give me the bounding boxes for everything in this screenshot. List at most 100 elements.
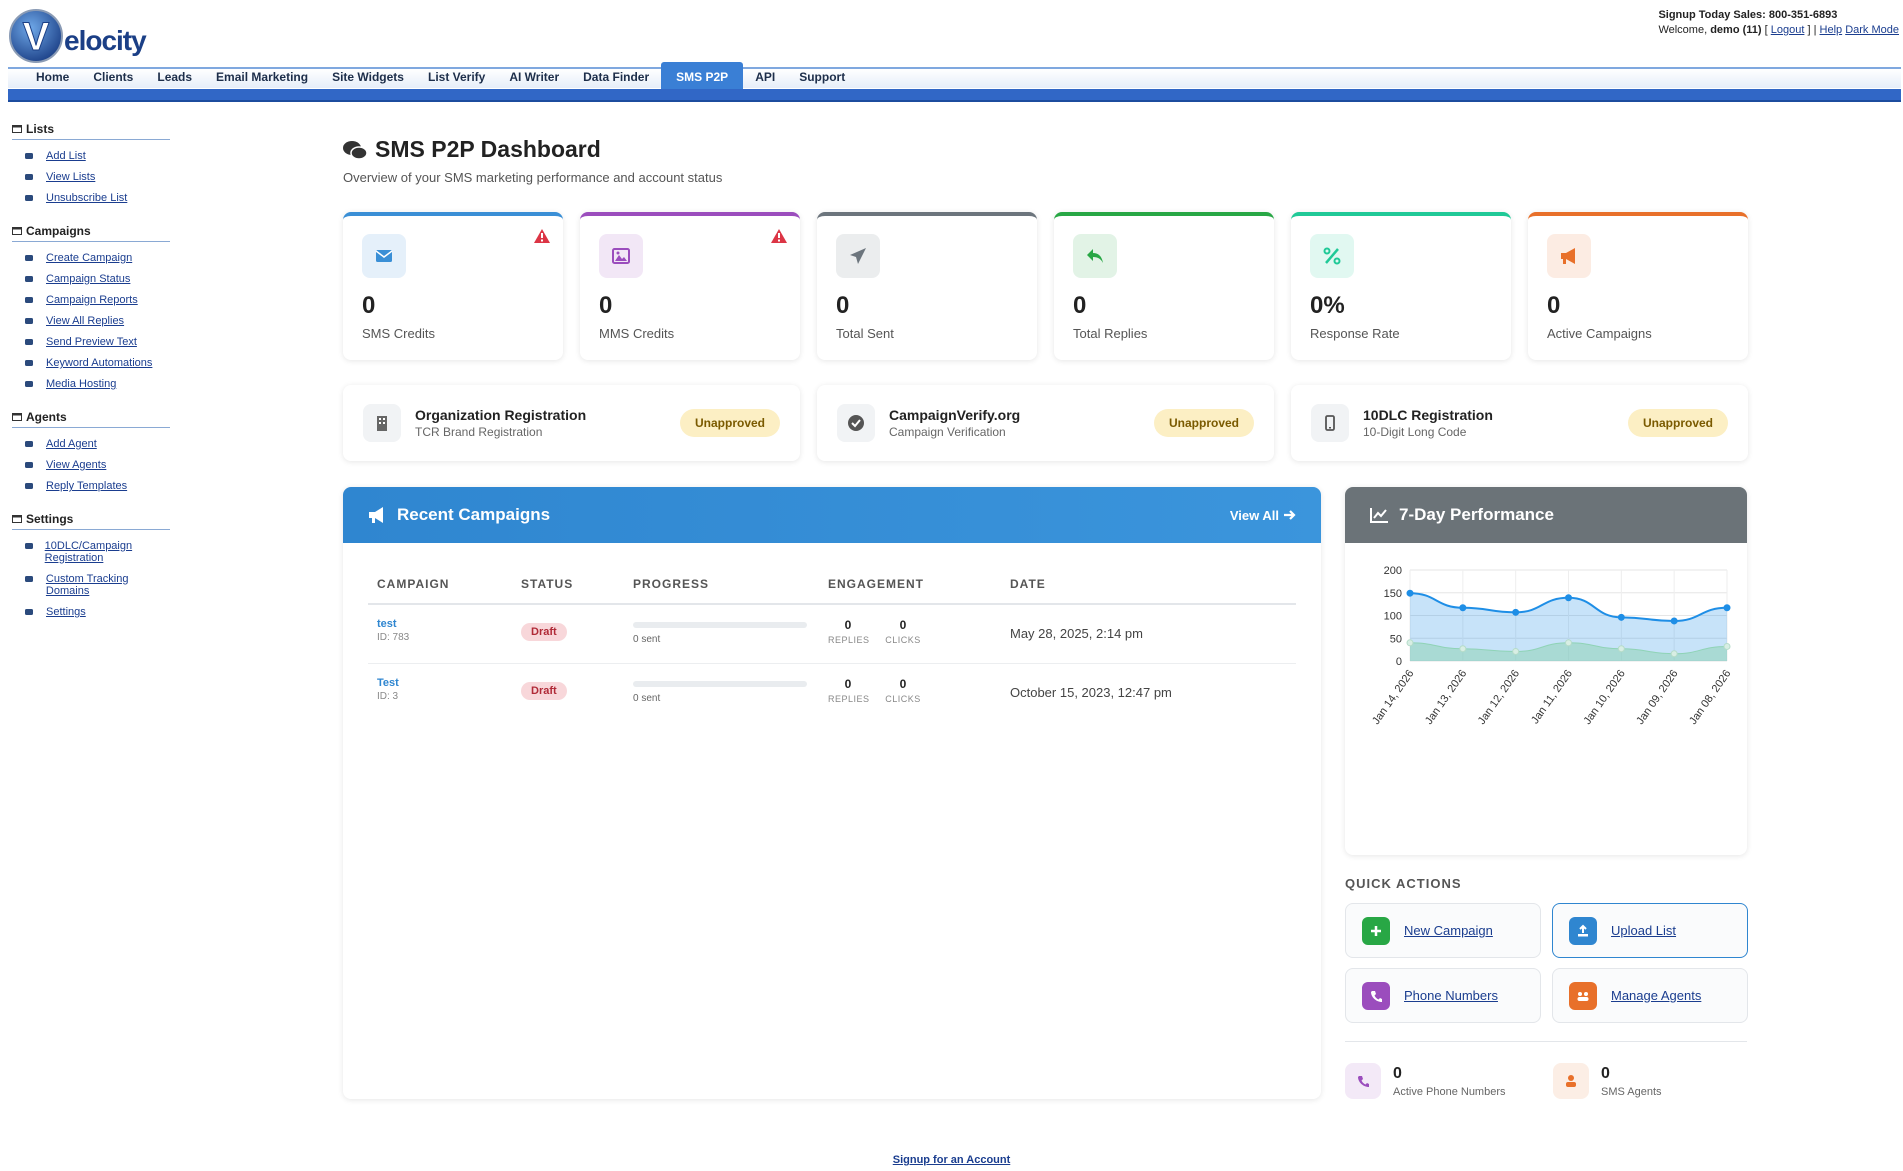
item-icon bbox=[25, 576, 33, 582]
item-icon bbox=[25, 381, 33, 387]
nav-item[interactable]: Leads bbox=[157, 70, 193, 84]
panel-header: Recent Campaigns View All bbox=[343, 487, 1321, 543]
sidebar-link[interactable]: View Agents bbox=[46, 459, 107, 471]
arrow-icon bbox=[1284, 510, 1296, 520]
sidebar-item: Campaign Reports bbox=[12, 294, 174, 306]
nav-item[interactable]: Email Marketing bbox=[216, 70, 309, 84]
registration-title: 10DLC Registration bbox=[1363, 407, 1493, 423]
quick-action-label: Manage Agents bbox=[1611, 988, 1702, 1003]
sidebar-link[interactable]: Media Hosting bbox=[46, 378, 117, 390]
sidebar-link[interactable]: Add Agent bbox=[46, 438, 97, 450]
registration-subtitle: TCR Brand Registration bbox=[415, 425, 543, 439]
sidebar-item: 10DLC/Campaign Registration bbox=[12, 540, 174, 564]
view-all-link[interactable]: View All bbox=[1229, 507, 1279, 523]
y-tick-label: 200 bbox=[1384, 565, 1402, 577]
nav-item[interactable]: List Verify bbox=[427, 70, 486, 84]
count-value: 0 bbox=[1393, 1064, 1402, 1082]
clicks-label: CLICKS bbox=[885, 635, 921, 645]
item-icon bbox=[25, 360, 33, 366]
nav-item[interactable]: Data Finder bbox=[583, 70, 650, 84]
sidebar-link[interactable]: View Lists bbox=[46, 171, 96, 183]
data-point bbox=[1406, 589, 1414, 597]
campaign-name[interactable]: Test bbox=[377, 677, 399, 689]
quick-action-button[interactable]: Manage Agents bbox=[1552, 968, 1748, 1023]
sidebar-link[interactable]: View All Replies bbox=[46, 315, 125, 327]
quick-action-icon bbox=[1362, 916, 1390, 945]
nav-item[interactable]: Support bbox=[799, 70, 846, 84]
sidebar-link[interactable]: Create Campaign bbox=[46, 252, 133, 264]
table-header: PROGRESS bbox=[633, 577, 710, 591]
data-point bbox=[1459, 645, 1467, 653]
status-badge: Unapproved bbox=[1153, 409, 1254, 437]
data-point bbox=[1565, 639, 1572, 647]
quick-action-label: Upload List bbox=[1611, 923, 1677, 938]
sidebar-link[interactable]: Keyword Automations bbox=[46, 357, 153, 369]
sidebar-item: Add Agent bbox=[12, 438, 174, 450]
divider bbox=[1345, 1041, 1747, 1042]
stat-icon bbox=[1073, 234, 1117, 278]
help-link[interactable]: Help bbox=[1819, 24, 1843, 36]
nav-item[interactable]: AI Writer bbox=[509, 70, 560, 84]
data-point bbox=[1723, 642, 1731, 650]
quick-action-button[interactable]: Upload List bbox=[1552, 903, 1748, 958]
glyph bbox=[377, 416, 387, 431]
row-rule bbox=[368, 663, 1296, 664]
sidebar-item: Keyword Automations bbox=[12, 357, 174, 369]
y-tick-label: 100 bbox=[1384, 611, 1402, 623]
panel-title: 7-Day Performance bbox=[1399, 505, 1554, 524]
quick-action-button[interactable]: Phone Numbers bbox=[1345, 968, 1541, 1023]
logout-link[interactable]: Logout bbox=[1770, 24, 1805, 36]
data-point bbox=[1459, 604, 1467, 612]
sidebar-item: Reply Templates bbox=[12, 480, 174, 492]
stat-label: Response Rate bbox=[1310, 326, 1400, 341]
sidebar-link[interactable]: Unsubscribe List bbox=[46, 192, 128, 204]
registration-text: CampaignVerify.org Campaign Verification bbox=[889, 407, 1020, 439]
sidebar-link[interactable]: 10DLC/Campaign Registration bbox=[44, 540, 133, 564]
quick-action-icon bbox=[1569, 981, 1597, 1010]
count-label: SMS Agents bbox=[1601, 1085, 1662, 1098]
nav-item[interactable]: Site Widgets bbox=[332, 70, 404, 84]
sidebar-link[interactable]: Add List bbox=[46, 150, 86, 162]
nav-item[interactable]: Clients bbox=[93, 70, 134, 84]
glyph bbox=[850, 248, 866, 264]
table-header: STATUS bbox=[521, 577, 574, 591]
stat-icon bbox=[599, 234, 643, 278]
count-label: Active Phone Numbers bbox=[1393, 1085, 1506, 1098]
replies-count: 0 bbox=[844, 618, 852, 632]
campaign-name[interactable]: test bbox=[377, 618, 397, 630]
chart-icon bbox=[1370, 508, 1388, 523]
section-icon bbox=[12, 227, 22, 235]
x-tick-label: Jan 11, 2026 bbox=[1529, 668, 1575, 726]
nav-item[interactable]: SMS P2P bbox=[661, 62, 744, 89]
sidebar-item: View Lists bbox=[12, 171, 174, 183]
stat-value: 0 bbox=[599, 292, 613, 319]
sidebar-link[interactable]: Send Preview Text bbox=[46, 336, 137, 348]
section-label: Lists bbox=[26, 122, 55, 136]
registration-text: 10DLC Registration 10-Digit Long Code bbox=[1363, 407, 1493, 439]
quick-action-button[interactable]: New Campaign bbox=[1345, 903, 1541, 958]
dark-mode-link[interactable]: Dark Mode bbox=[1845, 24, 1899, 36]
signup-link[interactable]: Signup for an Account bbox=[892, 1154, 1011, 1166]
stat-value: 0 bbox=[1547, 292, 1561, 319]
stat-icon bbox=[362, 234, 406, 278]
sidebar-link[interactable]: Campaign Status bbox=[46, 273, 131, 285]
y-tick-label: 50 bbox=[1390, 633, 1402, 645]
sidebar-link[interactable]: Campaign Reports bbox=[46, 294, 138, 306]
stat-value: 0 bbox=[362, 292, 376, 319]
nav-item[interactable]: API bbox=[755, 70, 776, 84]
quick-action-label: New Campaign bbox=[1404, 923, 1493, 938]
performance-panel: 7-Day Performance bbox=[1345, 487, 1747, 855]
glyph bbox=[1561, 248, 1575, 264]
sidebar-link[interactable]: Reply Templates bbox=[46, 480, 128, 492]
glyph bbox=[1323, 247, 1341, 265]
stat-label: Total Sent bbox=[836, 326, 894, 341]
glyph bbox=[1566, 1075, 1576, 1087]
page-heading: SMS P2P Dashboard bbox=[343, 136, 601, 163]
sidebar-link[interactable]: Custom Tracking Domains bbox=[45, 573, 129, 597]
registration-title: Organization Registration bbox=[415, 407, 587, 423]
sidebar-item: Custom Tracking Domains bbox=[12, 573, 174, 597]
x-tick-label: Jan 13, 2026 bbox=[1423, 668, 1469, 727]
nav-item[interactable]: Home bbox=[36, 70, 70, 84]
sidebar-link[interactable]: Settings bbox=[46, 606, 86, 618]
data-point bbox=[1723, 604, 1731, 612]
